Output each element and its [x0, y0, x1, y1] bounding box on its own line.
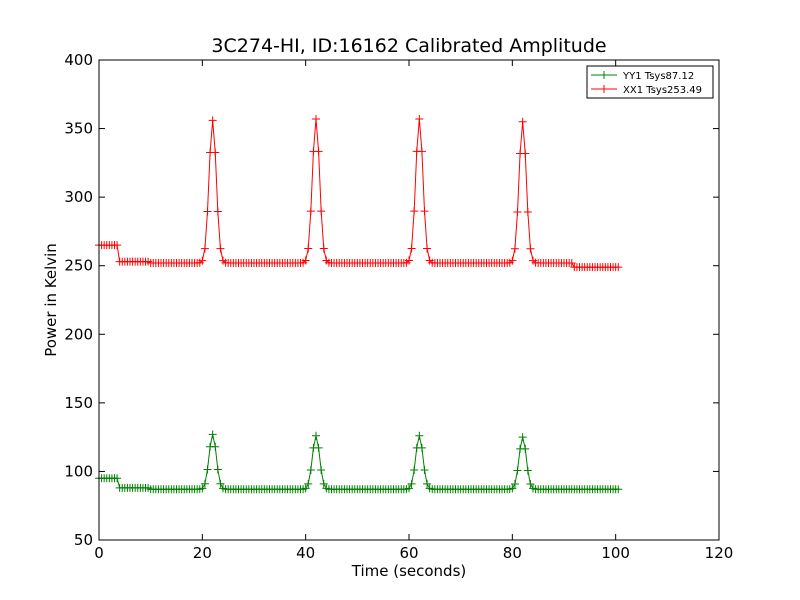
series-0-point-126: [420, 465, 429, 474]
series-0-point-84: [312, 431, 320, 440]
series-1-point-121: [407, 244, 416, 253]
series-0-point-81: [304, 479, 313, 488]
series-0-point-201: [614, 485, 623, 494]
series-1-point-162: [513, 208, 522, 217]
series-0-point-121: [407, 479, 416, 488]
series-0-point-164: [518, 433, 527, 442]
chart-title: 3C274-HI, ID:16162 Calibrated Amplitude: [211, 35, 606, 57]
y-tick-label-1: 100: [64, 462, 93, 480]
legend: YY1 Tsys87.12 XX1 Tsys253.49: [586, 65, 714, 99]
series-0-point-40: [198, 484, 207, 493]
series-0-point-165: [521, 444, 530, 453]
series-1-point-40: [198, 256, 207, 265]
series-1-point-183: [567, 258, 576, 267]
axis-ticks: 0 20 40 60 80 100 120 50 100 150 200 250 300 350 400: [64, 51, 733, 562]
series-1-point-167: [526, 244, 535, 253]
series-1-point-47: [216, 244, 225, 253]
series-layer: [95, 114, 623, 494]
legend-marker-0: [600, 71, 608, 79]
series-0-point-166: [523, 466, 532, 475]
series-1-point-86: [317, 207, 326, 216]
legend-marker-1: [600, 85, 608, 93]
legend-box: [586, 65, 714, 99]
series-0-point-7: [113, 474, 122, 483]
plot-area: [95, 114, 623, 494]
x-tick-label-3: 60: [399, 544, 418, 562]
series-0-point-80: [301, 484, 310, 493]
series-0-point-46: [213, 465, 222, 474]
y-tick-label-6: 350: [64, 120, 93, 138]
series-0-point-167: [526, 480, 535, 489]
series-0-point-160: [508, 484, 517, 493]
series-0-point-122: [410, 465, 419, 474]
series-1-point-45: [211, 148, 220, 157]
series-1-point-126: [420, 207, 429, 216]
series-1-point-85: [314, 147, 323, 156]
y-tick-label-5: 300: [64, 188, 93, 206]
series-0-point-161: [510, 480, 519, 489]
series-1-point-44: [208, 116, 217, 125]
y-tick-label-2: 150: [64, 394, 93, 412]
series-1-point-120: [405, 256, 413, 265]
series-1-point-164: [518, 117, 527, 126]
series-0-point-86: [317, 465, 326, 474]
plot-frame: [98, 59, 720, 541]
series-1-point-80: [301, 256, 310, 265]
x-tick-label-1: 20: [193, 544, 212, 562]
series-1-point-7: [113, 241, 122, 250]
series-0-point-127: [423, 479, 432, 488]
x-tick-label-6: 120: [705, 544, 734, 562]
series-1-point-160: [508, 256, 517, 265]
y-tick-label-4: 250: [64, 257, 93, 275]
series-0-point-120: [405, 484, 413, 493]
series-0-point-42: [203, 465, 212, 474]
y-tick-label-0: 50: [74, 531, 93, 549]
series-0-point-41: [200, 479, 209, 488]
series-1-point-124: [415, 114, 424, 123]
series-1-point-84: [312, 114, 320, 123]
series-0-point-125: [417, 443, 426, 452]
series-1-point-125: [417, 147, 426, 156]
series-0-point-85: [314, 443, 323, 452]
series-1-point-165: [521, 149, 530, 158]
x-tick-label-2: 40: [296, 544, 315, 562]
series-0-point-124: [415, 431, 424, 440]
series-0-point-44: [208, 430, 217, 439]
series-1-point-46: [213, 207, 222, 216]
series-1-point-41: [200, 244, 209, 253]
series-0-point-162: [513, 466, 522, 475]
y-tick-label-7: 400: [64, 51, 93, 69]
legend-label-0: YY1 Tsys87.12: [622, 71, 694, 82]
series-1-point-81: [304, 244, 313, 253]
legend-label-1: XX1 Tsys253.49: [623, 85, 702, 96]
series-0-point-45: [211, 442, 220, 451]
series-1-point-82: [306, 207, 315, 216]
x-axis-label: Time (seconds): [351, 562, 467, 580]
series-0-point-87: [319, 479, 328, 488]
x-tick-label-5: 100: [601, 544, 630, 562]
series-0-point-82: [306, 465, 315, 474]
series-1-point-42: [203, 207, 212, 216]
y-axis-label: Power in Kelvin: [42, 243, 60, 357]
series-1-point-201: [614, 263, 623, 272]
series-1-point-122: [410, 207, 419, 216]
series-1-point-161: [510, 244, 519, 253]
series-0-point-47: [216, 479, 225, 488]
series-1-point-166: [523, 208, 532, 217]
series-1-point-127: [423, 244, 432, 253]
x-tick-label-4: 80: [503, 544, 522, 562]
y-tick-label-3: 200: [64, 325, 93, 343]
series-1-point-87: [319, 244, 328, 253]
x-tick-label-0: 0: [94, 544, 104, 562]
